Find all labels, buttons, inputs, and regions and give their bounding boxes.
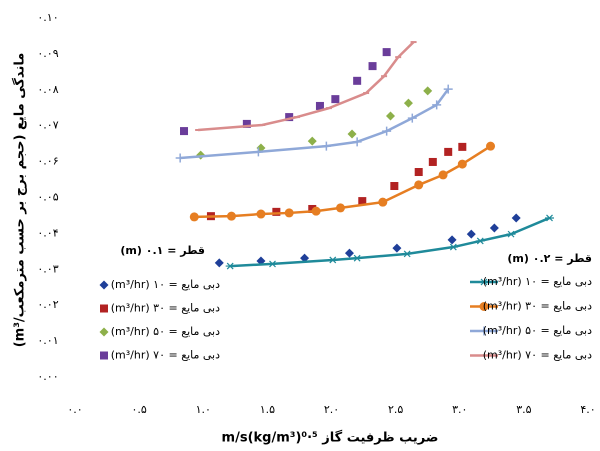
- point: [226, 211, 236, 221]
- point: [214, 258, 224, 268]
- point: [382, 126, 392, 136]
- legend-marker: [99, 327, 109, 337]
- legend-label: دبی مایع = ۷۰ (m³/hr): [111, 349, 220, 362]
- point: [390, 182, 399, 191]
- point: [444, 147, 453, 156]
- point: [242, 119, 251, 128]
- legend-label: دبی مایع = ۱۰ (m³/hr): [111, 278, 220, 291]
- point: [328, 256, 338, 264]
- point: [457, 159, 467, 169]
- legend-marker: [479, 326, 489, 336]
- legend-label: دبی مایع = ۵۰ (m³/hr): [483, 324, 592, 337]
- point: [432, 100, 442, 110]
- point: [284, 208, 294, 218]
- legend-label: دبی مایع = ۳۰ (m³/hr): [483, 300, 592, 313]
- point: [368, 62, 377, 71]
- y-tick-label: ۰.۱۰: [37, 11, 58, 24]
- point: [225, 262, 235, 270]
- y-tick-label: ۰.۰۳: [37, 262, 58, 275]
- point: [438, 170, 448, 180]
- point: [347, 129, 357, 139]
- x-tick-label: ۲.۵: [388, 403, 403, 416]
- x-tick-label: ۴.۰: [580, 403, 595, 416]
- x-tick-label: ۰.۰: [67, 403, 82, 416]
- y-tick-label: ۰.۰۶: [37, 155, 58, 168]
- point: [402, 250, 412, 258]
- x-tick-label: ۰.۵: [131, 403, 146, 416]
- point: [466, 229, 476, 239]
- y-tick-label: ۰.۰۴: [37, 226, 58, 239]
- point: [315, 101, 324, 110]
- point: [358, 197, 367, 206]
- point: [414, 168, 423, 177]
- legend-marker: [479, 302, 489, 311]
- point: [256, 209, 266, 219]
- point: [272, 207, 281, 216]
- point: [253, 147, 263, 157]
- point: [447, 235, 457, 245]
- legend-label: دبی مایع = ۷۰ (m³/hr): [483, 349, 592, 362]
- point: [311, 206, 321, 216]
- point: [180, 127, 189, 136]
- y-tick-label: ۰.۰۷: [37, 119, 58, 132]
- series-line: [180, 88, 450, 160]
- series-line: [230, 216, 551, 268]
- x-axis-label: ضریب ظرفیت گاز m/s(kg/m³)⁰·⁵: [222, 430, 439, 446]
- point: [268, 260, 278, 268]
- legend-label: دبی مایع = ۵۰ (m³/hr): [111, 325, 220, 338]
- legend-marker: [99, 280, 109, 290]
- series-line: [198, 41, 415, 132]
- point: [285, 113, 294, 122]
- point: [407, 113, 417, 123]
- point: [489, 223, 499, 233]
- point: [331, 95, 340, 104]
- x-tick-label: ۱.۰: [196, 403, 211, 416]
- point: [443, 84, 453, 94]
- y-tick-label: ۰.۰۲: [37, 298, 58, 311]
- point: [506, 230, 516, 238]
- y-tick-label: ۰.۰۰: [37, 370, 58, 383]
- legend-title: قطر = ۰.۲ (m): [507, 252, 592, 265]
- point: [403, 98, 413, 108]
- legend-marker: [100, 351, 108, 360]
- point: [382, 48, 391, 57]
- point: [475, 237, 485, 245]
- point: [486, 141, 496, 151]
- point: [423, 86, 433, 96]
- x-tick-label: ۲.۰: [324, 403, 339, 416]
- x-tick-label: ۳.۰: [452, 403, 467, 416]
- y-tick-label: ۰.۰۱: [37, 334, 58, 347]
- point: [352, 254, 362, 262]
- legend-marker: [479, 278, 489, 286]
- point: [414, 180, 424, 190]
- y-tick-label: ۰.۰۹: [37, 47, 58, 60]
- point: [511, 213, 521, 223]
- y-tick-label: ۰.۰۸: [37, 83, 58, 96]
- point: [321, 141, 331, 151]
- y-axis-label: ماندگی مایع (حجم برج بر حسب مترمکعب/m³): [12, 53, 28, 348]
- legend-title: قطر = ۰.۱ (m): [120, 244, 205, 257]
- point: [385, 111, 395, 121]
- point: [458, 142, 467, 151]
- point: [448, 243, 458, 251]
- point: [353, 76, 362, 85]
- point: [428, 157, 437, 166]
- point: [307, 136, 317, 146]
- point: [175, 153, 185, 163]
- legend-label: دبی مایع = ۳۰ (m³/hr): [111, 302, 220, 315]
- point: [335, 203, 345, 213]
- point: [378, 197, 388, 207]
- y-tick-label: ۰.۰۵: [37, 191, 58, 204]
- point: [344, 248, 354, 258]
- point: [352, 137, 362, 147]
- legend-label: دبی مایع = ۱۰ (m³/hr): [483, 275, 592, 288]
- point: [189, 212, 199, 222]
- x-tick-label: ۳.۵: [516, 403, 531, 416]
- x-tick-label: ۱.۵: [260, 403, 275, 416]
- legend-marker: [100, 304, 108, 313]
- point: [392, 243, 402, 253]
- point: [545, 214, 555, 222]
